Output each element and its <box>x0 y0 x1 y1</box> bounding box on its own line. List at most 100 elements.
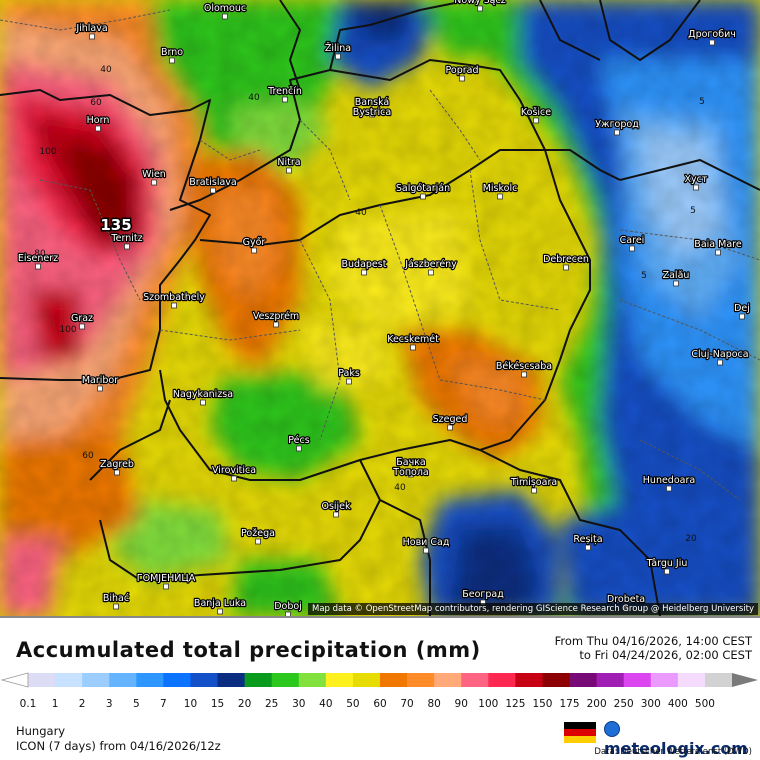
legend-title: Accumulated total precipitation (mm) <box>16 638 481 662</box>
color-scale: 0.1 1 2 3 5 7 10 15 20 25 30 40 50 60 70 80 90 100 125 150 1… <box>0 672 758 710</box>
city-dot <box>563 264 569 271</box>
city-dot <box>585 544 591 551</box>
contour-label: 20 <box>685 534 697 544</box>
city-dot <box>171 302 177 309</box>
city-marker: Reșița <box>572 533 604 551</box>
city-label: Baia Mare <box>694 239 742 250</box>
city-marker: Dej <box>733 302 751 320</box>
city-marker: Eisenerz <box>17 252 59 270</box>
scale-tick-label: 60 <box>373 698 386 710</box>
city-dot <box>286 167 292 174</box>
city-dot <box>273 321 279 328</box>
city-marker: Békéscsaba <box>495 360 553 378</box>
city-label: Paks <box>338 368 360 379</box>
city-label: Ужгород <box>595 119 639 130</box>
city-marker: Wien <box>141 168 167 186</box>
scale-swatch <box>82 673 110 687</box>
scale-swatch <box>542 673 571 687</box>
city-dot <box>251 247 257 254</box>
city-marker: Ужгород <box>594 118 640 136</box>
scale-swatch <box>109 673 137 687</box>
city-markers: Olomouc Nowy Sącz Дрогобич Jihlava Brno Žilin… <box>17 0 751 616</box>
city-dot <box>739 313 745 320</box>
model-info: ICON (7 days) from 04/16/2026/12z <box>16 739 221 753</box>
contour-label: 100 <box>39 147 56 157</box>
city-label: Wien <box>142 169 166 180</box>
city-dot <box>664 568 670 575</box>
city-label: Београд <box>462 589 504 600</box>
city-dot <box>428 269 434 276</box>
contour-label: 40 <box>100 65 112 75</box>
city-label: Дрогобич <box>688 29 736 40</box>
scale-tick-label: 400 <box>668 698 688 710</box>
contour-label: 5 <box>699 97 705 107</box>
city-label: Osijek <box>321 501 351 512</box>
city-dot <box>715 249 721 256</box>
city-dot <box>717 359 723 366</box>
city-marker: Paks <box>337 367 361 385</box>
contour-label: 100 <box>59 325 76 335</box>
city-marker: Carei <box>618 234 646 252</box>
contour-label: 40 <box>394 483 406 493</box>
city-dot <box>151 179 157 186</box>
contour-label: 40 <box>355 208 367 218</box>
city-label: Бачка Топола <box>392 457 429 478</box>
city-marker: Хуст <box>683 173 709 191</box>
city-dot <box>533 117 539 124</box>
scale-tick-label: 10 <box>184 698 197 710</box>
city-label: Carei <box>620 235 645 246</box>
city-label: Хуст <box>685 174 708 185</box>
city-dot <box>333 511 339 518</box>
city-dot <box>335 53 341 60</box>
map-attribution[interactable]: Map data © OpenStreetMap contributors, r… <box>308 603 758 615</box>
city-label: Jászberény <box>404 259 457 270</box>
scale-swatch <box>650 673 679 687</box>
scale-tick-label: 300 <box>641 698 661 710</box>
scale-swatch <box>434 673 462 687</box>
city-marker: Žilina <box>324 41 352 60</box>
separator <box>0 616 760 618</box>
city-marker: Bratislava <box>188 176 238 194</box>
scale-tick-label: 1 <box>52 698 59 710</box>
city-dot <box>614 129 620 136</box>
city-dot <box>477 5 483 12</box>
city-marker: Salgótarján <box>395 182 451 200</box>
city-marker: Ternitz <box>109 232 144 250</box>
city-marker: Trenčín <box>266 85 303 103</box>
city-dot <box>222 13 228 20</box>
city-marker: Hunedoara <box>642 474 696 492</box>
scale-tick-label: 15 <box>211 698 224 710</box>
scale-tick-label: 0.1 <box>20 698 37 710</box>
period-from: From Thu 04/16/2026, 14:00 CEST <box>554 634 752 648</box>
scale-tick-label: 90 <box>455 698 468 710</box>
scale-swatch <box>244 673 273 687</box>
city-label: Nagykanizsa <box>173 389 233 400</box>
city-dot <box>346 378 352 385</box>
contour-label: 60 <box>82 451 94 461</box>
city-label: Dej <box>734 303 750 314</box>
germany-flag-icon <box>564 722 596 743</box>
city-label: Szombathely <box>143 292 205 303</box>
scale-swatch <box>623 673 652 687</box>
city-label: Virovitica <box>212 465 256 476</box>
contour-label: 40 <box>248 93 260 103</box>
brand-logo[interactable]: meteologix.com <box>604 720 760 758</box>
city-marker: Bihać <box>102 592 130 610</box>
city-label: Bratislava <box>189 177 236 188</box>
city-dot <box>420 193 426 200</box>
city-label: Eisenerz <box>18 253 58 264</box>
city-marker: ГОМЈЕНИЦА <box>136 572 197 590</box>
contour-label: 5 <box>641 271 647 281</box>
scale-swatch <box>407 673 435 687</box>
city-label: Bihać <box>103 593 129 604</box>
city-marker: Kecskemét <box>386 333 440 351</box>
scale-tick-label: 40 <box>319 698 332 710</box>
city-dot <box>410 344 416 351</box>
country-borders <box>0 0 760 616</box>
city-marker: Nitra <box>276 156 302 174</box>
time-period: From Thu 04/16/2026, 14:00 CEST to Fri 0… <box>555 634 752 662</box>
precipitation-map[interactable]: Olomouc Nowy Sącz Дрогобич Jihlava Brno Žilin… <box>0 0 760 616</box>
scale-swatch <box>217 673 246 687</box>
scale-swatch <box>298 673 327 687</box>
city-label: Budapest <box>342 259 387 270</box>
